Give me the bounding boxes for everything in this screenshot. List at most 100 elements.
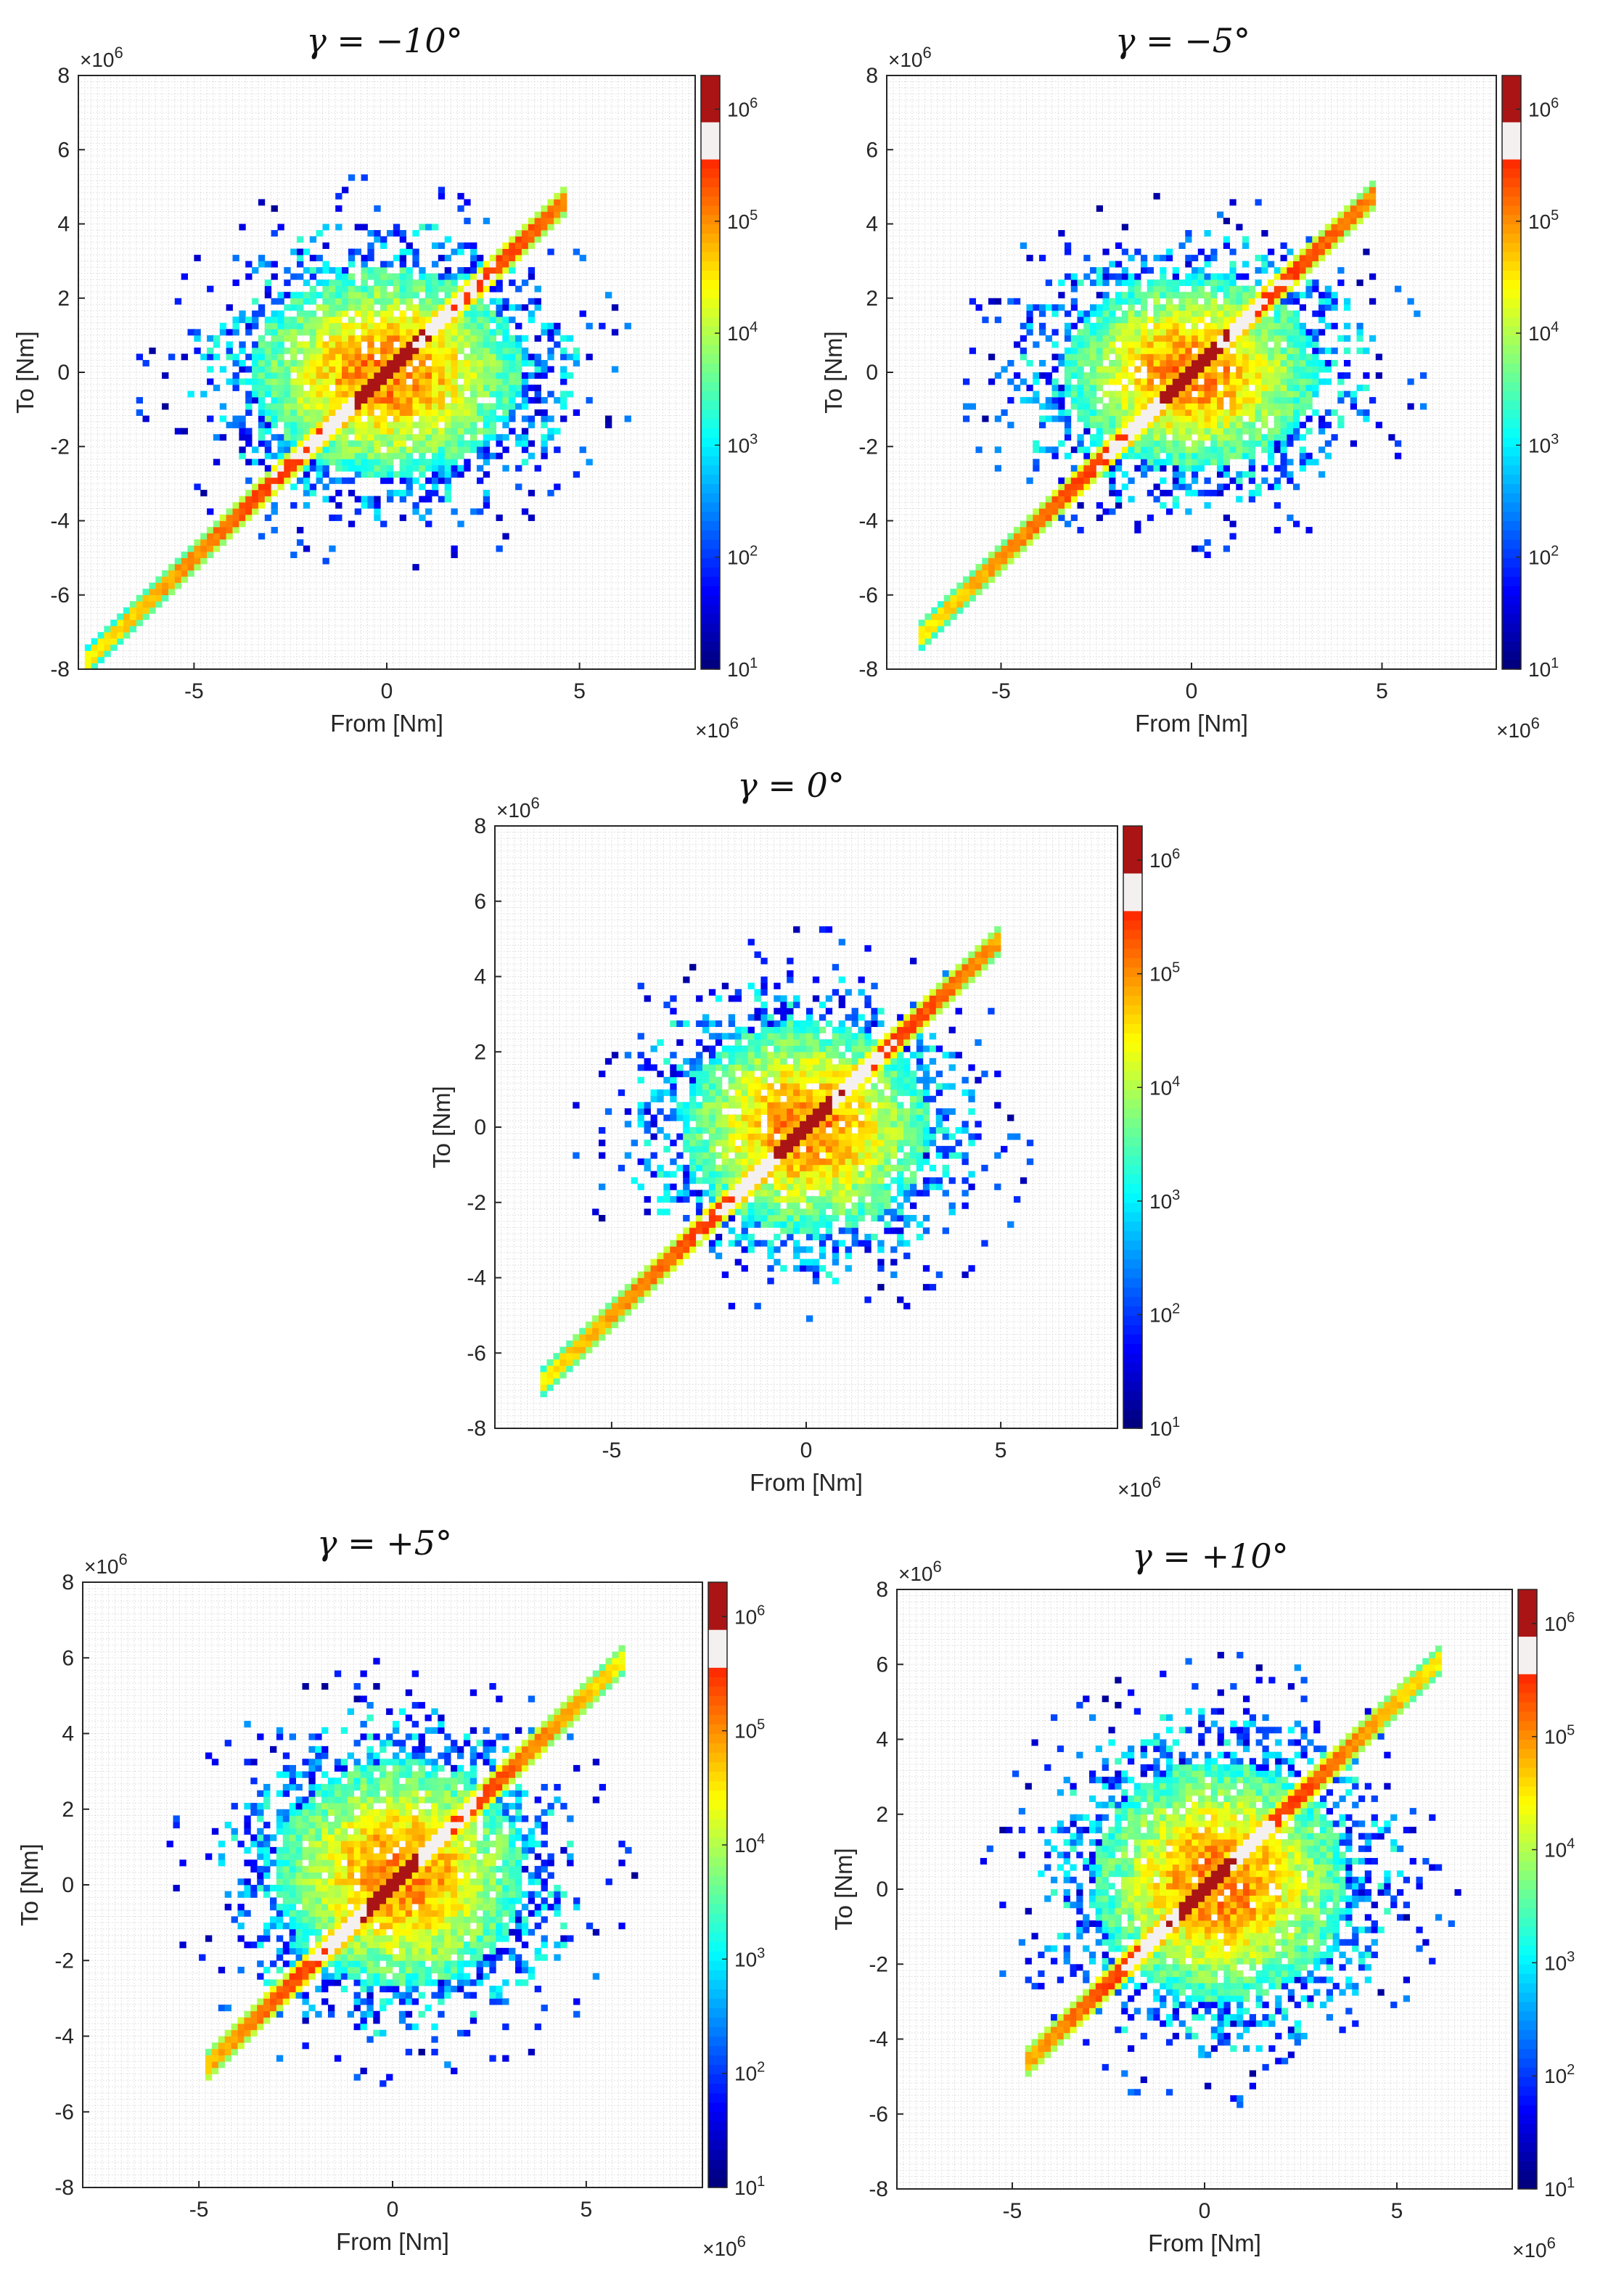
heatmap-cell <box>1185 427 1192 435</box>
heatmap-cell <box>496 347 503 354</box>
heatmap-cell <box>91 650 98 658</box>
heatmap-cell <box>342 446 349 454</box>
heatmap-cell <box>806 1177 813 1184</box>
heatmap-cell <box>502 304 509 311</box>
heatmap-cell <box>819 1177 827 1184</box>
heatmap-cell <box>1280 329 1287 336</box>
heatmap-cell <box>963 576 970 584</box>
heatmap-cell <box>1026 533 1033 540</box>
heatmap-cell <box>515 483 522 491</box>
heatmap-cell <box>851 1039 858 1046</box>
heatmap-cell <box>1312 409 1319 416</box>
heatmap-cell <box>354 378 361 385</box>
heatmap-cell <box>1007 298 1014 305</box>
heatmap-cell <box>84 650 92 658</box>
heatmap-cell <box>367 415 374 422</box>
heatmap-cell <box>1204 341 1211 348</box>
heatmap-cell <box>412 378 419 385</box>
heatmap-cell <box>284 446 291 454</box>
heatmap-cell <box>696 1158 703 1166</box>
heatmap-cell <box>342 187 349 194</box>
y-tick-label: -2 <box>858 435 878 459</box>
heatmap-cell <box>1299 248 1306 255</box>
heatmap-cell <box>129 613 137 621</box>
heatmap-cell <box>554 199 561 206</box>
heatmap-cell <box>1305 292 1313 299</box>
heatmap-cell <box>1363 415 1370 422</box>
heatmap-cell <box>994 298 1001 305</box>
heatmap-cell <box>136 607 143 614</box>
heatmap-cell <box>534 298 541 305</box>
heatmap-cell <box>483 335 491 342</box>
heatmap-cell <box>219 322 227 330</box>
heatmap-cell <box>316 385 323 391</box>
heatmap-cell <box>1299 366 1306 373</box>
heatmap-cell <box>342 415 349 422</box>
heatmap-cell <box>812 1045 820 1052</box>
heatmap-cell <box>819 1014 827 1021</box>
heatmap-cell <box>1192 341 1199 348</box>
heatmap-cell <box>303 322 311 330</box>
heatmap-cell <box>309 434 317 441</box>
heatmap-cell <box>559 1359 567 1366</box>
heatmap-cell <box>1102 298 1110 305</box>
heatmap-cell <box>1134 298 1141 305</box>
heatmap-cell <box>432 415 439 422</box>
heatmap-cell <box>438 496 446 503</box>
heatmap-cell <box>496 261 503 268</box>
heatmap-cell <box>780 1114 787 1121</box>
heatmap-cell <box>207 527 214 533</box>
heatmap-cell <box>819 1121 827 1128</box>
heatmap-cell <box>819 1064 827 1071</box>
heatmap-cell <box>361 298 368 305</box>
heatmap-cell <box>1172 360 1179 367</box>
heatmap-cell <box>793 1246 800 1253</box>
heatmap-cell <box>845 1208 852 1216</box>
heatmap-cell <box>721 1183 729 1190</box>
heatmap-cell <box>1185 483 1192 491</box>
heatmap-cell <box>1001 409 1008 416</box>
heatmap-cell <box>1236 427 1243 435</box>
heatmap-cell <box>1344 298 1351 305</box>
heatmap-cell <box>290 427 298 435</box>
heatmap-cell <box>1287 353 1294 361</box>
heatmap-cell <box>1033 520 1040 528</box>
heatmap-cell <box>1248 422 1255 429</box>
colorbar-swatch <box>701 530 720 540</box>
heatmap-cell <box>232 360 239 367</box>
heatmap-cell <box>1331 242 1338 249</box>
colorbar-swatch <box>701 103 720 113</box>
heatmap-cell <box>741 1208 748 1216</box>
heatmap-cell <box>1014 539 1021 546</box>
heatmap-cell <box>1026 477 1033 484</box>
heatmap-cell <box>650 1171 657 1178</box>
colorbar-swatch <box>1502 94 1521 104</box>
heatmap-cell <box>819 1246 827 1253</box>
colorbar-swatch <box>701 604 720 614</box>
heatmap-cell <box>754 1215 761 1221</box>
heatmap-cell <box>444 335 451 342</box>
heatmap-cell <box>329 477 336 484</box>
heatmap-cell <box>425 403 432 410</box>
heatmap-cell <box>1160 415 1167 422</box>
x-tick-label: 5 <box>573 679 586 703</box>
heatmap-cell <box>871 1152 878 1159</box>
heatmap-cell <box>219 520 227 528</box>
heatmap-cell <box>470 446 477 454</box>
heatmap-cell <box>477 440 484 447</box>
heatmap-cell <box>1121 248 1128 255</box>
heatmap-cell <box>438 273 446 280</box>
heatmap-cell <box>1242 452 1250 459</box>
heatmap-cell <box>1051 304 1059 311</box>
heatmap-cell <box>1147 515 1154 521</box>
heatmap-cell <box>374 422 381 429</box>
colorbar-swatch <box>701 631 720 642</box>
heatmap-cell <box>1204 335 1211 342</box>
heatmap-cell <box>832 1252 840 1259</box>
heatmap-cell <box>309 273 317 280</box>
heatmap-cell <box>1115 440 1123 447</box>
heatmap-cell <box>444 372 451 379</box>
heatmap-cell <box>252 372 259 379</box>
heatmap-cell <box>1134 527 1141 533</box>
heatmap-cell <box>1083 322 1091 330</box>
